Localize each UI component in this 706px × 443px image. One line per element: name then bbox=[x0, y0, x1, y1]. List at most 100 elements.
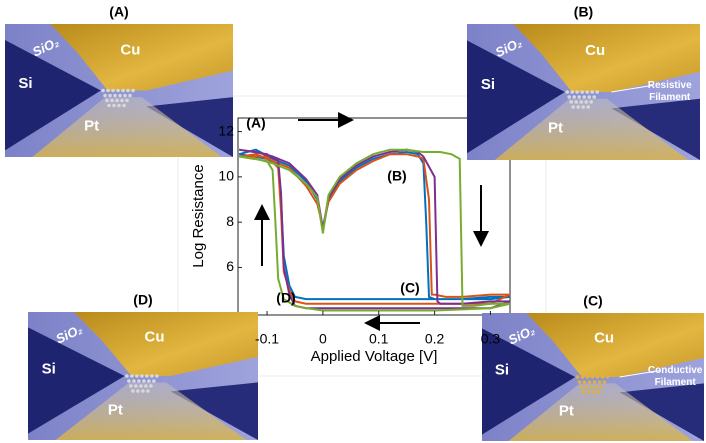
x-tick-label: 0 bbox=[319, 331, 327, 347]
filament-atom bbox=[111, 88, 115, 93]
filament-atom bbox=[577, 380, 582, 384]
si-label: Si bbox=[42, 361, 56, 378]
cu-label: Cu bbox=[585, 42, 605, 59]
panel-label: (C) bbox=[583, 293, 602, 309]
si-region bbox=[28, 327, 125, 434]
filament-atom bbox=[118, 93, 122, 98]
filament-atom bbox=[147, 379, 151, 383]
filament-atom bbox=[112, 103, 116, 108]
si-label: Si bbox=[481, 76, 495, 93]
filament-atom bbox=[113, 93, 117, 98]
filament-atom bbox=[585, 375, 590, 379]
filament-atom bbox=[579, 385, 584, 389]
filament-atom bbox=[581, 105, 585, 109]
filament-atom bbox=[575, 375, 580, 379]
filament-atom bbox=[130, 374, 134, 378]
si-region bbox=[146, 97, 233, 157]
panel-label: (A) bbox=[109, 4, 128, 20]
filament-atom bbox=[101, 88, 105, 93]
pt-label: Pt bbox=[548, 120, 563, 137]
filament-atom bbox=[565, 90, 569, 94]
annotation: (B) bbox=[387, 168, 406, 184]
filament-atom bbox=[136, 389, 140, 393]
filament-atom bbox=[106, 88, 110, 93]
si-label: Si bbox=[18, 75, 32, 92]
filament-atom bbox=[602, 380, 607, 384]
filament-atom bbox=[597, 380, 602, 384]
y-axis-label: Log Resistance bbox=[190, 164, 207, 267]
y-tick-label: 6 bbox=[226, 258, 234, 274]
note-arrow bbox=[611, 84, 654, 93]
filament-atom bbox=[131, 88, 135, 93]
y-tick-label: 10 bbox=[218, 168, 234, 184]
filament-atom bbox=[581, 390, 586, 394]
filament-atom bbox=[567, 95, 571, 99]
filament-atom bbox=[586, 390, 591, 394]
filament-atom bbox=[596, 390, 601, 394]
filament-atom bbox=[605, 375, 610, 379]
filament-atom bbox=[590, 375, 595, 379]
filament-atom bbox=[135, 374, 139, 378]
filament-atom bbox=[569, 100, 573, 104]
annotation: (A) bbox=[246, 115, 265, 131]
filament-atom bbox=[591, 390, 596, 394]
y-tick-label: 12 bbox=[218, 122, 234, 138]
filament-atom bbox=[575, 90, 579, 94]
filament-atom bbox=[592, 380, 597, 384]
filament-atom bbox=[570, 90, 574, 94]
x-tick-label: 0.1 bbox=[369, 331, 389, 347]
filament-atom bbox=[137, 379, 141, 383]
filament-atom bbox=[110, 98, 114, 103]
si-region bbox=[170, 382, 258, 440]
annotation: (C) bbox=[400, 280, 419, 296]
filament-atom bbox=[152, 379, 156, 383]
filament-atom bbox=[584, 100, 588, 104]
filament-atom bbox=[120, 98, 124, 103]
si-label: Si bbox=[495, 362, 509, 379]
filament-atom bbox=[149, 384, 153, 388]
pt-electrode bbox=[32, 97, 222, 157]
filament-atom bbox=[586, 105, 590, 109]
si-region bbox=[619, 383, 704, 441]
filament-atom bbox=[582, 380, 587, 384]
pt-label: Pt bbox=[84, 117, 99, 134]
si-region bbox=[5, 39, 101, 151]
pt-electrode bbox=[55, 382, 247, 440]
filament-atom bbox=[126, 88, 130, 93]
filament-label: Filament bbox=[655, 377, 697, 388]
filament-label: Filament bbox=[649, 92, 691, 103]
x-tick-label: 0.2 bbox=[425, 331, 445, 347]
filament-atom bbox=[590, 90, 594, 94]
cu-electrode bbox=[74, 312, 258, 376]
si-region bbox=[482, 328, 576, 435]
plot-area bbox=[237, 117, 511, 316]
si-region bbox=[467, 40, 565, 154]
filament-atom bbox=[571, 105, 575, 109]
filament-label: Conductive bbox=[648, 365, 703, 376]
filament-atom bbox=[144, 384, 148, 388]
filament-atom bbox=[582, 95, 586, 99]
y-tick-label: 8 bbox=[226, 213, 234, 229]
filament-atom bbox=[105, 98, 109, 103]
filament-atom bbox=[595, 375, 600, 379]
filament-atom bbox=[594, 385, 599, 389]
filament-atom bbox=[580, 375, 585, 379]
filament-atom bbox=[139, 384, 143, 388]
panel-art bbox=[467, 24, 700, 160]
x-tick-label: 0.3 bbox=[481, 331, 501, 347]
filament-atom bbox=[134, 384, 138, 388]
filament-atom bbox=[579, 100, 583, 104]
filament-atom bbox=[589, 385, 594, 389]
cu-electrode bbox=[526, 313, 704, 377]
filament-atom bbox=[580, 90, 584, 94]
filament-atom bbox=[600, 375, 605, 379]
filament-atom bbox=[125, 374, 129, 378]
cu-label: Cu bbox=[120, 42, 140, 59]
filament-atom bbox=[585, 90, 589, 94]
filament-atom bbox=[577, 95, 581, 99]
